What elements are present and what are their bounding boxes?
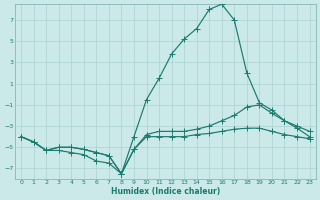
X-axis label: Humidex (Indice chaleur): Humidex (Indice chaleur): [111, 187, 220, 196]
